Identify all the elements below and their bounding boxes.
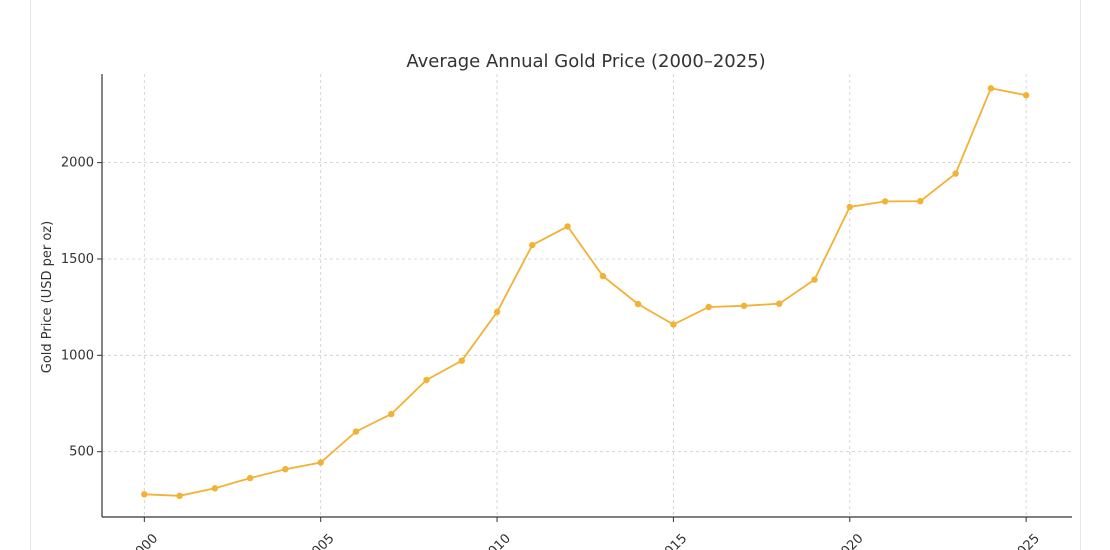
data-point — [881, 198, 889, 205]
axes — [101, 74, 1072, 518]
x-tick-label: 2010 — [480, 531, 514, 550]
data-point — [423, 376, 430, 384]
data-point — [246, 474, 254, 482]
data-point — [740, 302, 748, 309]
data-point — [952, 170, 959, 177]
y-tick-label: 500 — [69, 445, 94, 460]
data-point — [846, 203, 853, 211]
data-point — [599, 272, 607, 280]
x-tick-label: 2005 — [304, 531, 338, 550]
data-point — [776, 300, 783, 307]
data-point — [705, 303, 712, 311]
data-point — [634, 300, 642, 308]
x-tick-label: 2000 — [127, 531, 161, 550]
data-point — [282, 466, 289, 473]
y-tick-label: 1000 — [61, 348, 94, 363]
x-tick-label: 2015 — [656, 531, 690, 550]
series-layer — [141, 85, 1030, 499]
grid-lines — [102, 74, 1072, 517]
data-point — [987, 85, 995, 92]
data-point — [211, 485, 219, 492]
data-point — [564, 223, 571, 230]
data-point — [352, 428, 360, 435]
y-ticks: 500 1000 1500 2000 — [61, 156, 102, 460]
data-point — [670, 321, 677, 328]
data-point — [176, 492, 183, 499]
y-axis-label: Gold Price (USD per oz) — [40, 221, 55, 373]
data-point — [141, 491, 148, 498]
x-tick-label: 2025 — [1009, 531, 1043, 550]
data-point — [811, 276, 818, 283]
frame-border-right — [1080, 0, 1081, 550]
data-point — [1022, 92, 1030, 99]
y-tick-label: 1500 — [61, 252, 94, 267]
frame-border-left — [30, 0, 31, 550]
data-point — [917, 198, 924, 205]
y-tick-label: 2000 — [61, 156, 94, 171]
x-ticks: 2000 2005 2010 2015 2020 2025 — [127, 517, 1043, 550]
series-line — [144, 87, 1027, 497]
data-point — [493, 308, 501, 316]
data-point — [458, 357, 465, 364]
data-point — [529, 241, 536, 249]
data-point — [317, 459, 324, 466]
chart-title: Average Annual Gold Price (2000–2025) — [406, 51, 765, 72]
x-tick-label: 2020 — [833, 531, 867, 550]
data-point — [388, 410, 395, 418]
